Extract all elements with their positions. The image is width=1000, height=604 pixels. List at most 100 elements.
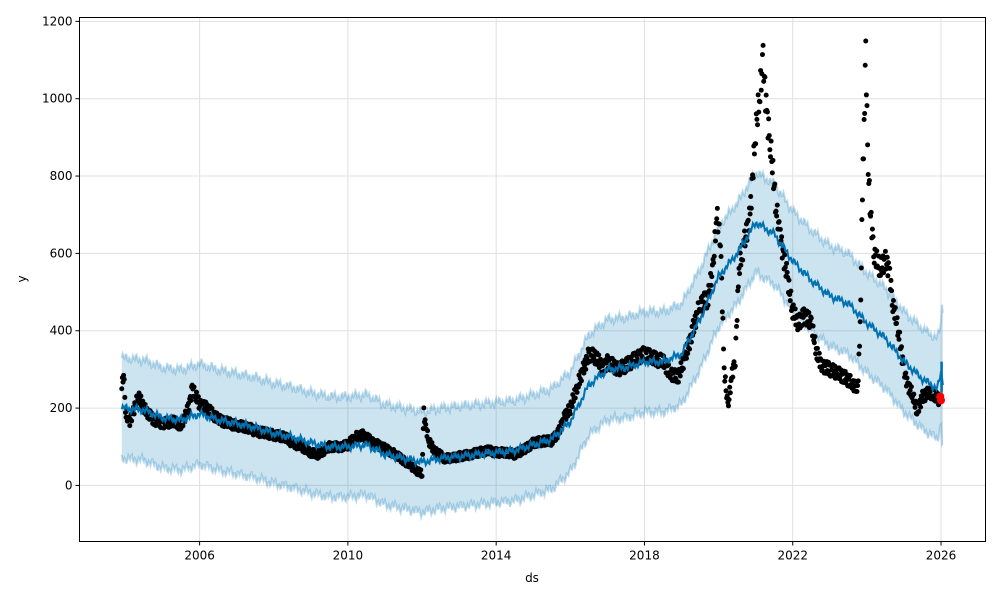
observed-point (722, 374, 728, 380)
observed-point (121, 372, 127, 378)
observed-point (721, 365, 727, 371)
observed-point (420, 451, 426, 457)
observed-point (131, 411, 137, 417)
y-tick-label: 1200 (42, 14, 73, 28)
forecast-tail (940, 361, 943, 393)
observed-point (753, 141, 759, 147)
observed-point (711, 260, 717, 266)
observed-point (734, 323, 740, 329)
x-tick-label: 2006 (184, 549, 215, 563)
observed-point (429, 440, 435, 446)
observed-point (195, 394, 201, 400)
observed-point (888, 277, 894, 283)
observed-point (755, 92, 761, 98)
forecast-line-group (120, 219, 944, 469)
plot-frame (79, 17, 986, 542)
observed-point (735, 288, 741, 294)
observed-point (897, 329, 903, 335)
observed-point (890, 297, 896, 303)
observed-point (709, 274, 715, 280)
observed-point (779, 234, 785, 240)
observed-point (599, 363, 605, 369)
observed-point (892, 305, 898, 311)
observed-point (721, 346, 727, 352)
observed-point (129, 418, 135, 424)
observed-point (784, 269, 790, 275)
observed-point (882, 248, 888, 254)
observed-point (750, 175, 756, 181)
observed-point (761, 78, 767, 84)
observed-point (757, 99, 763, 105)
x-axis-label: ds (525, 571, 539, 585)
observed-point (763, 92, 769, 98)
uncertainty-band-area (121, 171, 943, 518)
observed-point (908, 384, 914, 390)
axis-ticks: 2006 2010 2014 2018 2022 2026 0 200 400 600 800 100… (42, 14, 956, 562)
observed-point (742, 228, 748, 234)
observed-point (829, 367, 835, 373)
observed-point (727, 384, 733, 390)
observed-point (767, 154, 773, 160)
observed-point (425, 428, 431, 434)
observed-point (122, 394, 128, 400)
observed-point (894, 320, 900, 326)
observed-point (863, 38, 869, 44)
grid (79, 17, 986, 542)
observed-point (687, 346, 693, 352)
observed-point (726, 397, 732, 403)
observed-point (847, 373, 853, 379)
observed-point (737, 271, 743, 277)
observed-point (685, 350, 691, 356)
y-tick-label: 1000 (42, 92, 73, 106)
latest-point (937, 396, 946, 405)
y-tick-label: 600 (50, 246, 73, 260)
observed-point (732, 363, 738, 369)
y-tick-label: 800 (50, 169, 73, 183)
observed-point (864, 103, 870, 109)
x-tick-label: 2022 (777, 549, 808, 563)
observed-point (735, 284, 741, 290)
observed-point (770, 157, 776, 163)
observed-point (898, 344, 904, 350)
observed-point (738, 262, 744, 268)
observed-point (776, 219, 782, 225)
observed-point (811, 340, 817, 346)
observed-point (714, 205, 720, 211)
observed-point (865, 171, 871, 177)
observed-point (572, 395, 578, 401)
observed-point (822, 363, 828, 369)
observed-point (748, 205, 754, 211)
observed-point (858, 297, 864, 303)
observed-point (894, 315, 900, 321)
upper-bound-line (120, 168, 944, 418)
observed-point (418, 467, 424, 473)
observed-point (759, 52, 765, 58)
observed-point (121, 376, 127, 382)
observed-point (782, 264, 788, 270)
observed-point (718, 253, 724, 259)
observed-point (683, 355, 689, 361)
observed-point (773, 208, 779, 214)
observed-point (813, 351, 819, 357)
observed-point (916, 409, 922, 415)
observed-point (903, 370, 909, 376)
observed-point (859, 217, 865, 223)
y-tick-label: 200 (50, 401, 73, 415)
observed-point (421, 405, 427, 411)
observed-point (734, 318, 740, 324)
observed-point (774, 202, 780, 208)
observed-point (727, 390, 733, 396)
observed-point (790, 302, 796, 308)
observed-point (715, 229, 721, 235)
observed-point (717, 243, 723, 249)
observed-point (731, 359, 737, 365)
observed-point (748, 193, 754, 199)
observed-point (812, 334, 818, 340)
observed-point (806, 310, 812, 316)
observed-point (862, 111, 868, 117)
observed-point (680, 366, 686, 372)
y-tick-label: 400 (50, 324, 73, 338)
observed-point (861, 116, 867, 122)
observed-point (863, 92, 869, 98)
observed-point (767, 147, 773, 153)
